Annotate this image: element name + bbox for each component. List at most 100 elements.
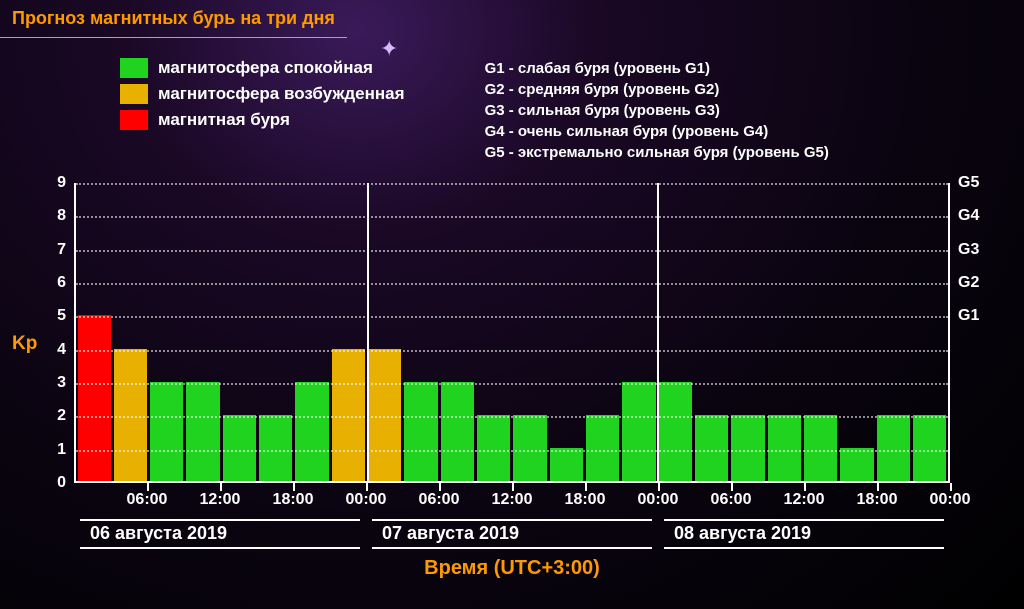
x-tick: [366, 483, 368, 491]
x-tick: [585, 483, 587, 491]
gridline: [76, 350, 948, 352]
gridline: [76, 416, 948, 418]
page-title: Прогноз магнитных бурь на три дня: [0, 0, 347, 38]
gridline: [76, 216, 948, 218]
legend-item: магнитосфера возбужденная: [120, 84, 405, 104]
gridline: [76, 183, 948, 185]
day-label: 07 августа 2019: [372, 519, 652, 549]
gridline: [76, 283, 948, 285]
legend-swatch: [120, 110, 148, 130]
bar: [768, 415, 801, 481]
x-tick: [293, 483, 295, 491]
bar: [877, 415, 910, 481]
color-legend: магнитосфера спокойная магнитосфера возбу…: [120, 58, 405, 163]
bar: [441, 382, 474, 481]
x-tick: [877, 483, 879, 491]
x-tick: [731, 483, 733, 491]
gridline: [76, 316, 948, 318]
y-tick-right: G3: [958, 241, 979, 259]
y-tick-right: G1: [958, 307, 979, 325]
decoration-star: ✦: [380, 36, 398, 62]
bar: [477, 415, 510, 481]
bar: [913, 415, 946, 481]
y-tick: 6: [57, 274, 66, 292]
bar: [622, 382, 655, 481]
bars-container: [76, 183, 948, 481]
x-tick-labels: 06:00 12:00 18:00 00:00 06:00 12:00 18:00 00:00…: [74, 491, 950, 513]
x-tick-label: 06:00: [419, 491, 460, 509]
x-tick-label: 06:00: [127, 491, 168, 509]
y-tick-right: G4: [958, 207, 979, 225]
bar: [332, 349, 365, 481]
bar: [295, 382, 328, 481]
x-tick-label: 00:00: [930, 491, 971, 509]
legend-label: магнитосфера возбужденная: [158, 84, 405, 104]
bar: [186, 382, 219, 481]
plot-area: [74, 183, 950, 483]
legend-swatch: [120, 58, 148, 78]
x-tick-label: 18:00: [273, 491, 314, 509]
x-tick: [658, 483, 660, 491]
y-tick: 9: [57, 174, 66, 192]
chart-header: магнитосфера спокойная магнитосфера возбу…: [0, 38, 1024, 173]
g-level-legend: G1 - слабая буря (уровень G1)G2 - средня…: [485, 58, 829, 163]
legend-item: магнитосфера спокойная: [120, 58, 405, 78]
y-axis-left: 0123456789: [40, 183, 70, 483]
y-axis-label: Kp: [12, 333, 37, 355]
bar: [78, 315, 111, 481]
y-tick-right: G5: [958, 174, 979, 192]
bar: [550, 448, 583, 481]
g-level-line: G1 - слабая буря (уровень G1): [485, 58, 829, 79]
y-tick: 4: [57, 341, 66, 359]
y-tick: 5: [57, 307, 66, 325]
gridline: [76, 383, 948, 385]
x-tick-label: 12:00: [784, 491, 825, 509]
legend-label: магнитосфера спокойная: [158, 58, 373, 78]
day-label: 06 августа 2019: [80, 519, 360, 549]
bar: [695, 415, 728, 481]
legend-item: магнитная буря: [120, 110, 405, 130]
x-tick-label: 12:00: [200, 491, 241, 509]
bar: [513, 415, 546, 481]
g-level-line: G4 - очень сильная буря (уровень G4): [485, 121, 829, 142]
x-tick-label: 00:00: [346, 491, 387, 509]
day-separator: [367, 183, 369, 481]
x-tick-label: 12:00: [492, 491, 533, 509]
x-tick: [512, 483, 514, 491]
x-tick: [220, 483, 222, 491]
y-tick: 7: [57, 241, 66, 259]
x-tick: [804, 483, 806, 491]
y-axis-right: G1G2G3G4G5: [954, 183, 984, 483]
bar: [731, 415, 764, 481]
bar: [114, 349, 147, 481]
bar: [659, 382, 692, 481]
bar: [840, 448, 873, 481]
bar: [150, 382, 183, 481]
legend-label: магнитная буря: [158, 110, 290, 130]
bar: [586, 415, 619, 481]
bar: [368, 349, 401, 481]
x-axis-title: Время (UTC+3:00): [40, 557, 984, 580]
y-tick: 3: [57, 374, 66, 392]
y-tick-right: G2: [958, 274, 979, 292]
legend-swatch: [120, 84, 148, 104]
y-tick: 8: [57, 207, 66, 225]
kp-chart: Kp 0123456789 G1G2G3G4G5 06:0012:0018:00…: [40, 183, 984, 583]
x-tick: [147, 483, 149, 491]
bar: [804, 415, 837, 481]
x-tick-label: 06:00: [711, 491, 752, 509]
gridline: [76, 450, 948, 452]
x-tick-label: 00:00: [638, 491, 679, 509]
g-level-line: G2 - средняя буря (уровень G2): [485, 79, 829, 100]
gridline: [76, 250, 948, 252]
g-level-line: G3 - сильная буря (уровень G3): [485, 100, 829, 121]
x-tick-label: 18:00: [565, 491, 606, 509]
day-labels: 06 августа 2019 07 августа 2019 08 августа…: [74, 519, 950, 549]
day-separator: [657, 183, 659, 481]
bar: [404, 382, 437, 481]
x-tick: [950, 483, 952, 491]
bar: [223, 415, 256, 481]
x-tick-label: 18:00: [857, 491, 898, 509]
day-label: 08 августа 2019: [664, 519, 944, 549]
y-tick: 2: [57, 407, 66, 425]
